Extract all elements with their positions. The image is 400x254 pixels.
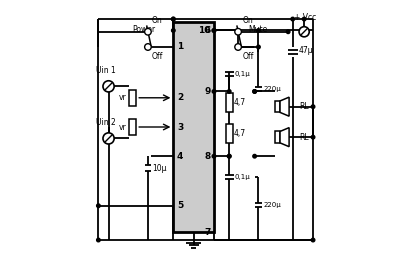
Text: Uin 2: Uin 2	[96, 118, 116, 127]
Text: vr: vr	[119, 122, 127, 132]
Text: 1: 1	[177, 42, 183, 52]
Polygon shape	[280, 97, 289, 116]
Circle shape	[235, 44, 242, 50]
Circle shape	[212, 29, 216, 32]
Circle shape	[253, 90, 256, 93]
Text: vr: vr	[119, 93, 127, 102]
Text: 4: 4	[177, 152, 183, 161]
Bar	[275, 132, 280, 143]
Text: 5: 5	[177, 201, 183, 210]
Text: 8: 8	[204, 152, 210, 161]
Circle shape	[311, 105, 315, 108]
Text: RL: RL	[299, 102, 309, 111]
Circle shape	[257, 29, 260, 32]
Circle shape	[172, 29, 175, 32]
Circle shape	[97, 238, 100, 242]
Text: Mute: Mute	[248, 25, 267, 34]
Text: Off: Off	[152, 52, 163, 61]
Text: 4,7: 4,7	[234, 129, 246, 138]
Circle shape	[145, 28, 151, 35]
Text: On: On	[242, 17, 253, 25]
Circle shape	[253, 154, 256, 158]
Text: 220μ: 220μ	[264, 202, 281, 208]
Bar	[129, 90, 136, 106]
Bar	[173, 22, 214, 232]
Text: Uin 1: Uin 1	[96, 66, 116, 75]
Circle shape	[103, 133, 114, 144]
Text: RL: RL	[299, 133, 309, 142]
Bar	[226, 124, 233, 143]
Text: 4,7: 4,7	[234, 98, 246, 107]
Circle shape	[299, 27, 309, 37]
Text: 10: 10	[198, 26, 210, 35]
Circle shape	[97, 204, 100, 208]
Circle shape	[286, 30, 290, 34]
Circle shape	[235, 28, 242, 35]
Circle shape	[145, 44, 151, 50]
Circle shape	[228, 154, 231, 158]
Text: 6: 6	[204, 26, 210, 35]
Circle shape	[212, 29, 216, 32]
Circle shape	[253, 90, 256, 93]
Circle shape	[302, 17, 306, 21]
Text: + Vcc: + Vcc	[294, 13, 316, 22]
Text: 0,1μ: 0,1μ	[235, 71, 250, 77]
Circle shape	[172, 17, 175, 21]
Circle shape	[172, 17, 175, 21]
Circle shape	[212, 90, 216, 93]
Circle shape	[257, 45, 260, 49]
Text: 7: 7	[204, 228, 210, 237]
Text: Off: Off	[242, 52, 254, 61]
Polygon shape	[280, 128, 289, 147]
Circle shape	[291, 17, 294, 21]
Circle shape	[212, 154, 216, 158]
Text: 47μ: 47μ	[298, 46, 313, 55]
Text: 3: 3	[177, 122, 183, 132]
Text: 220μ: 220μ	[264, 86, 281, 92]
Circle shape	[103, 81, 114, 92]
Text: 9: 9	[204, 87, 210, 96]
Circle shape	[311, 135, 315, 139]
Circle shape	[228, 154, 231, 158]
Bar	[226, 93, 233, 112]
Circle shape	[228, 90, 231, 93]
Text: On: On	[152, 17, 162, 25]
Bar	[129, 119, 136, 135]
Text: 2: 2	[177, 93, 183, 102]
Circle shape	[311, 238, 315, 242]
Text: 0,1μ: 0,1μ	[235, 174, 250, 180]
Text: Power: Power	[133, 25, 156, 34]
Text: 10μ: 10μ	[152, 164, 166, 173]
Bar	[275, 101, 280, 112]
